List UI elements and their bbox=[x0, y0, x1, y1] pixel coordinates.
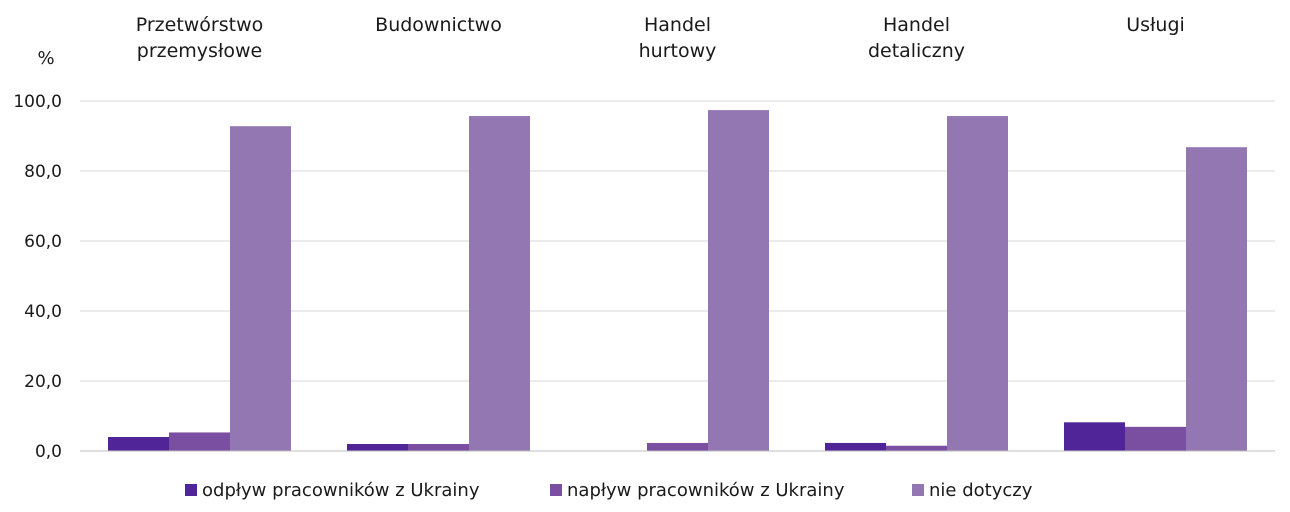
bar bbox=[408, 444, 469, 451]
bar bbox=[947, 116, 1008, 452]
y-tick-label: 100,0 bbox=[13, 92, 62, 112]
category-label: detaliczny bbox=[868, 40, 965, 62]
category-label: przemysłowe bbox=[137, 40, 262, 62]
legend-label: odpływ pracowników z Ukrainy bbox=[202, 480, 480, 501]
legend-swatch bbox=[912, 484, 924, 496]
y-tick-label: 40,0 bbox=[24, 302, 62, 322]
category-label: Handel bbox=[644, 14, 711, 36]
legend-swatch bbox=[185, 484, 197, 496]
legend-swatch bbox=[550, 484, 562, 496]
bar bbox=[230, 126, 291, 451]
bar bbox=[169, 432, 230, 451]
legend-label: nie dotyczy bbox=[929, 480, 1033, 501]
bars bbox=[108, 110, 1247, 452]
y-axis-unit-label: % bbox=[37, 48, 54, 69]
bar bbox=[886, 445, 947, 451]
category-label: Handel bbox=[883, 14, 950, 36]
bar bbox=[1186, 147, 1247, 451]
category-label: Usługi bbox=[1126, 14, 1185, 36]
bar bbox=[469, 116, 530, 452]
legend: odpływ pracowników z Ukrainy napływ praco… bbox=[185, 480, 1033, 501]
bar bbox=[1064, 422, 1125, 451]
bar bbox=[1125, 426, 1186, 451]
category-labels: Przetwórstwo przemysłowe Budownictwo Handel… bbox=[136, 14, 1185, 62]
bar bbox=[347, 444, 408, 451]
bar bbox=[825, 442, 886, 451]
y-tick-label: 20,0 bbox=[24, 372, 62, 392]
y-tick-label: 60,0 bbox=[24, 232, 62, 252]
bar bbox=[108, 437, 169, 451]
category-label: Przetwórstwo bbox=[136, 14, 264, 36]
category-label: Budownictwo bbox=[375, 14, 502, 36]
y-tick-label: 0,0 bbox=[35, 442, 62, 462]
bar bbox=[647, 442, 708, 451]
category-label: hurtowy bbox=[639, 40, 717, 62]
legend-label: napływ pracowników z Ukrainy bbox=[567, 480, 845, 501]
axes: 0,0 20,0 40,0 60,0 80,0 100,0 bbox=[13, 92, 1275, 462]
bar bbox=[708, 110, 769, 451]
y-tick-label: 80,0 bbox=[24, 162, 62, 182]
